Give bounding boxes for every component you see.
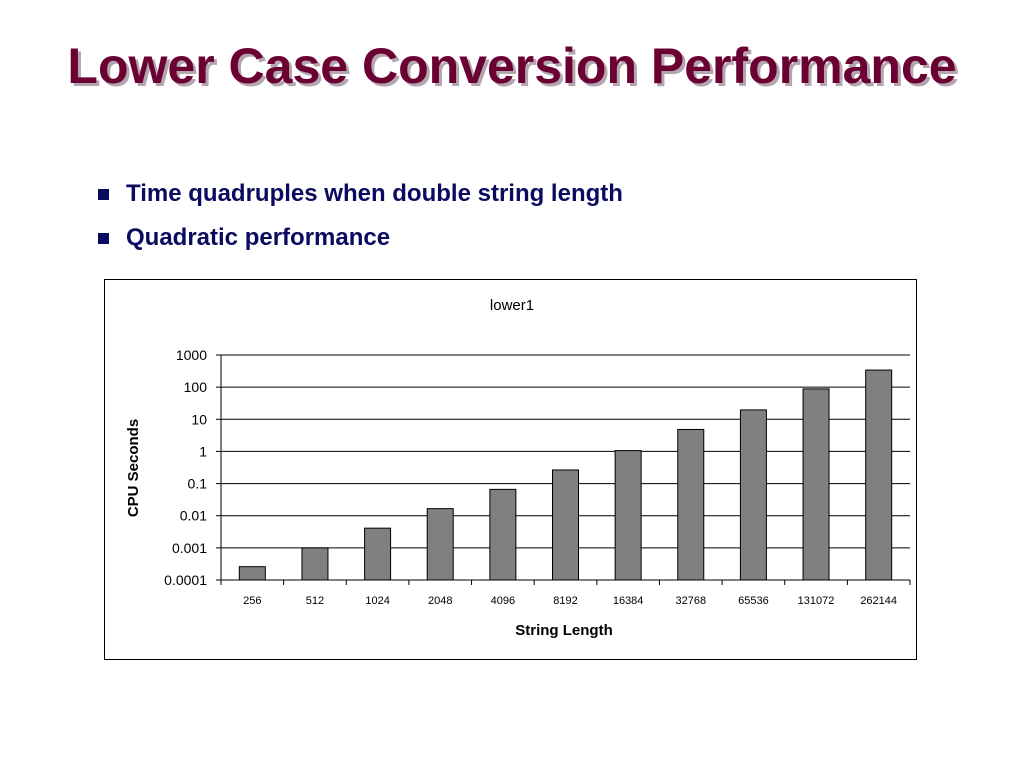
bullet-list: Time quadruples when double string lengt… bbox=[98, 176, 623, 264]
bar bbox=[802, 388, 830, 581]
bar bbox=[865, 369, 893, 581]
chart-title: lower1 bbox=[490, 297, 534, 314]
x-tick-label: 32768 bbox=[675, 595, 706, 607]
x-tick-label: 1024 bbox=[365, 595, 389, 607]
x-axis-label: String Length bbox=[515, 622, 613, 639]
y-axis-label: CPU Seconds bbox=[125, 419, 142, 517]
y-tick-label: 0.001 bbox=[172, 540, 207, 556]
bar bbox=[489, 488, 517, 581]
y-tick-label: 1 bbox=[199, 443, 207, 459]
x-tick-label: 512 bbox=[306, 595, 324, 607]
y-tick-label: 0.1 bbox=[188, 476, 208, 492]
bar bbox=[301, 547, 329, 581]
y-tick-label: 0.01 bbox=[180, 508, 207, 524]
bullet-text: Time quadruples when double string lengt… bbox=[126, 180, 623, 207]
y-tick-label: 0.0001 bbox=[164, 572, 207, 588]
y-tick-label: 10 bbox=[191, 411, 207, 427]
x-tick-label: 65536 bbox=[738, 595, 769, 607]
bar-chart: lower1 CPU Seconds String Length 1000100… bbox=[125, 297, 911, 639]
bar bbox=[677, 428, 705, 581]
bar bbox=[238, 566, 266, 581]
bar bbox=[552, 469, 579, 581]
x-tick-label: 2048 bbox=[428, 595, 452, 607]
x-tick-label: 131072 bbox=[798, 595, 835, 607]
chart-frame: lower1 CPU Seconds String Length 1000 100… bbox=[104, 279, 917, 660]
square-bullet-icon bbox=[98, 188, 109, 200]
bullet-text: Quadratic performance bbox=[126, 224, 391, 251]
y-tick-label: 100 bbox=[184, 379, 208, 395]
square-bullet-icon bbox=[98, 232, 109, 244]
y-tick-label: 1000 bbox=[176, 347, 207, 363]
slide-title: Lower Case Conversion Performance bbox=[67, 38, 957, 94]
bar bbox=[614, 450, 642, 581]
bar bbox=[426, 508, 454, 581]
x-tick-label: 16384 bbox=[613, 595, 644, 607]
x-tick-label: 256 bbox=[243, 595, 261, 607]
bar bbox=[364, 527, 392, 581]
bar bbox=[739, 409, 767, 581]
bullet-item: Quadratic performance bbox=[98, 220, 623, 256]
bullet-item: Time quadruples when double string lengt… bbox=[98, 176, 623, 212]
x-tick-label: 8192 bbox=[553, 595, 577, 607]
x-tick-label: 4096 bbox=[491, 595, 515, 607]
x-tick-label: 262144 bbox=[860, 595, 897, 607]
